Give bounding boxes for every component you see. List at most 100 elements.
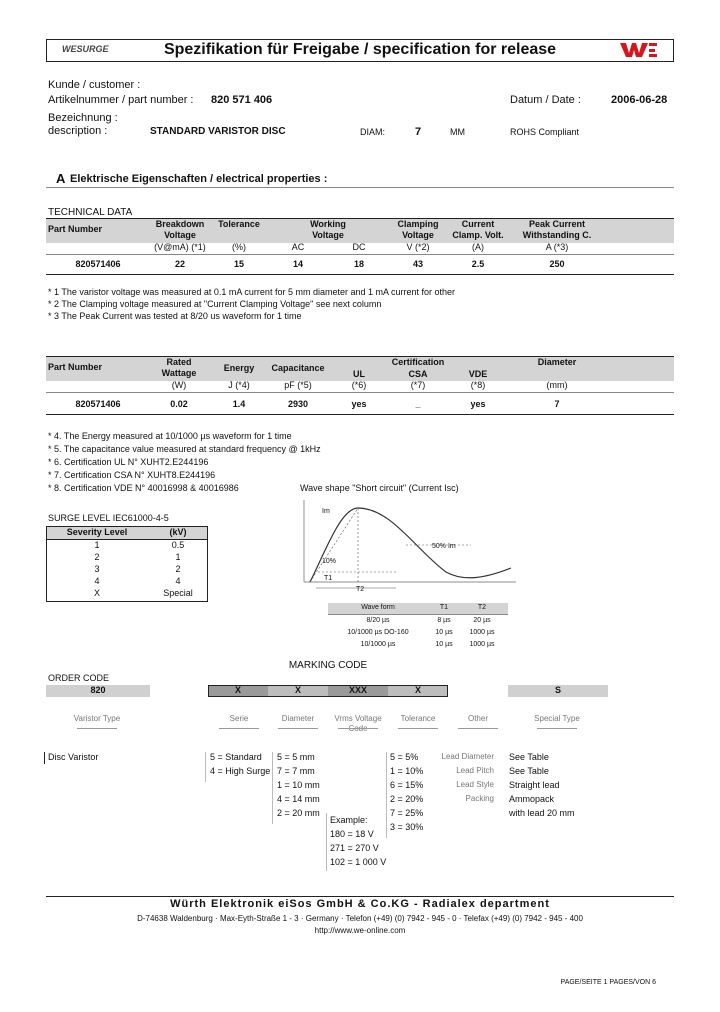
column-header: CSA xyxy=(408,369,428,379)
column-header: Clamping Voltage xyxy=(397,219,439,240)
rule xyxy=(398,728,438,729)
option: Lead Diameter xyxy=(441,752,494,761)
cell: 8 µs xyxy=(437,617,451,624)
option: 1 = 10% xyxy=(390,766,424,776)
option: 4 = 14 mm xyxy=(277,794,320,804)
section-title: Elektrische Eigenschaften / electrical p… xyxy=(70,173,328,185)
rule xyxy=(46,539,208,540)
table-header-bg xyxy=(328,603,508,614)
column-header: VDE xyxy=(468,369,488,379)
option: Ammopack xyxy=(509,794,555,804)
code-label: Serie xyxy=(229,714,249,723)
unit: AC xyxy=(291,242,305,252)
note: * 5. The capacitance value measured at s… xyxy=(48,444,321,454)
code-label: Other xyxy=(467,714,488,723)
option: with lead 20 mm xyxy=(509,808,575,818)
cell: 18 xyxy=(353,259,364,269)
unit: (*7) xyxy=(410,380,426,390)
rule xyxy=(219,728,259,729)
cell: 14 xyxy=(292,259,303,269)
column-header: Part Number xyxy=(48,224,103,234)
rule xyxy=(278,728,318,729)
column-header: UL xyxy=(353,369,365,379)
header-title: Spezifikation für Freigabe / specificati… xyxy=(163,41,557,58)
label: Bezeichnung : xyxy=(48,112,118,124)
code-text: X xyxy=(414,685,421,695)
rule xyxy=(46,414,674,415)
cell: yes xyxy=(470,399,486,409)
unit: MM xyxy=(450,127,465,137)
unit: (%) xyxy=(232,242,246,252)
wave-shape-graph xyxy=(303,500,516,589)
code-label: Special Type xyxy=(534,714,580,723)
rule xyxy=(46,187,674,188)
column-header: Part Number xyxy=(48,362,103,372)
option: 1 = 10 mm xyxy=(277,780,320,790)
cell: 1 xyxy=(175,552,181,562)
column-header: Rated Wattage xyxy=(161,357,197,378)
rule xyxy=(46,274,674,275)
caption: MARKING CODE xyxy=(288,660,368,671)
rule xyxy=(46,392,674,393)
rule xyxy=(46,896,674,897)
unit: (V@mA) (*1) xyxy=(154,242,206,252)
cell: 2930 xyxy=(287,399,309,409)
cell: X xyxy=(93,588,100,598)
unit: V (*2) xyxy=(406,242,430,252)
table-header-bg xyxy=(46,218,674,243)
code-box xyxy=(328,685,388,697)
cell: 20 µs xyxy=(473,617,491,624)
note: * 2 The Clamping voltage measured at "Cu… xyxy=(48,299,382,309)
diameter: 7 xyxy=(415,126,422,138)
cell: 250 xyxy=(549,259,565,269)
column-header: Breakdown Voltage xyxy=(155,219,205,240)
graph-label: 10% xyxy=(322,558,337,565)
cell: 1000 µs xyxy=(469,641,495,648)
column-header: Certification xyxy=(391,357,445,367)
address: D-74638 Waldenburg · Max-Eyth-Straße 1 -… xyxy=(137,914,583,923)
column-header: Peak Current Withstanding C. xyxy=(522,219,592,240)
option: 5 = 5 mm xyxy=(277,752,315,762)
rule xyxy=(46,356,674,357)
rule xyxy=(46,254,674,255)
unit: (*8) xyxy=(470,380,486,390)
cell: 0.02 xyxy=(170,399,188,409)
graph-label: T1 xyxy=(324,575,333,582)
code-label: Diameter xyxy=(281,714,315,723)
code-text: XXX xyxy=(348,685,367,695)
option: Lead Style xyxy=(456,780,494,789)
cell: 43 xyxy=(412,259,423,269)
url: http://www.we-online.com xyxy=(314,926,406,935)
caption: ORDER CODE xyxy=(48,673,110,683)
rule xyxy=(77,728,117,729)
cell: 8/20 µs xyxy=(366,617,390,624)
header-logo: WESURGE xyxy=(62,44,109,54)
option: 180 = 18 V xyxy=(330,829,374,839)
cell: 22 xyxy=(174,259,185,269)
option: 7 = 7 mm xyxy=(277,766,315,776)
note: * 3 The Peak Current was tested at 8/20 … xyxy=(48,311,302,321)
cell: yes xyxy=(351,399,367,409)
cell: 15 xyxy=(233,259,244,269)
header-box xyxy=(46,39,674,62)
cell: 1 xyxy=(94,540,100,550)
cell: 10/1000 µs DO-160 xyxy=(347,629,409,636)
note: * 1 The varistor voltage was measured at… xyxy=(48,287,456,297)
code-box xyxy=(46,685,150,697)
column-rule xyxy=(205,752,206,782)
cell: 1.4 xyxy=(232,399,246,409)
cell: 7 xyxy=(554,399,560,409)
unit: A (*3) xyxy=(545,242,569,252)
column-header: Current Clamp. Volt. xyxy=(452,219,504,240)
cell: 4 xyxy=(175,576,181,586)
graph-label: 50% Im xyxy=(432,543,456,550)
company: Würth Elektronik eiSos GmbH & Co.KG - Ra… xyxy=(170,898,550,910)
cell: 1000 µs xyxy=(469,629,495,636)
code-box xyxy=(208,685,268,697)
table-header-bg xyxy=(46,356,674,381)
column-rule xyxy=(326,813,327,871)
option: 7 = 25% xyxy=(390,808,424,818)
rule xyxy=(338,728,378,729)
label: Artikelnummer / part number : xyxy=(48,94,194,106)
option: Straight lead xyxy=(509,780,560,790)
